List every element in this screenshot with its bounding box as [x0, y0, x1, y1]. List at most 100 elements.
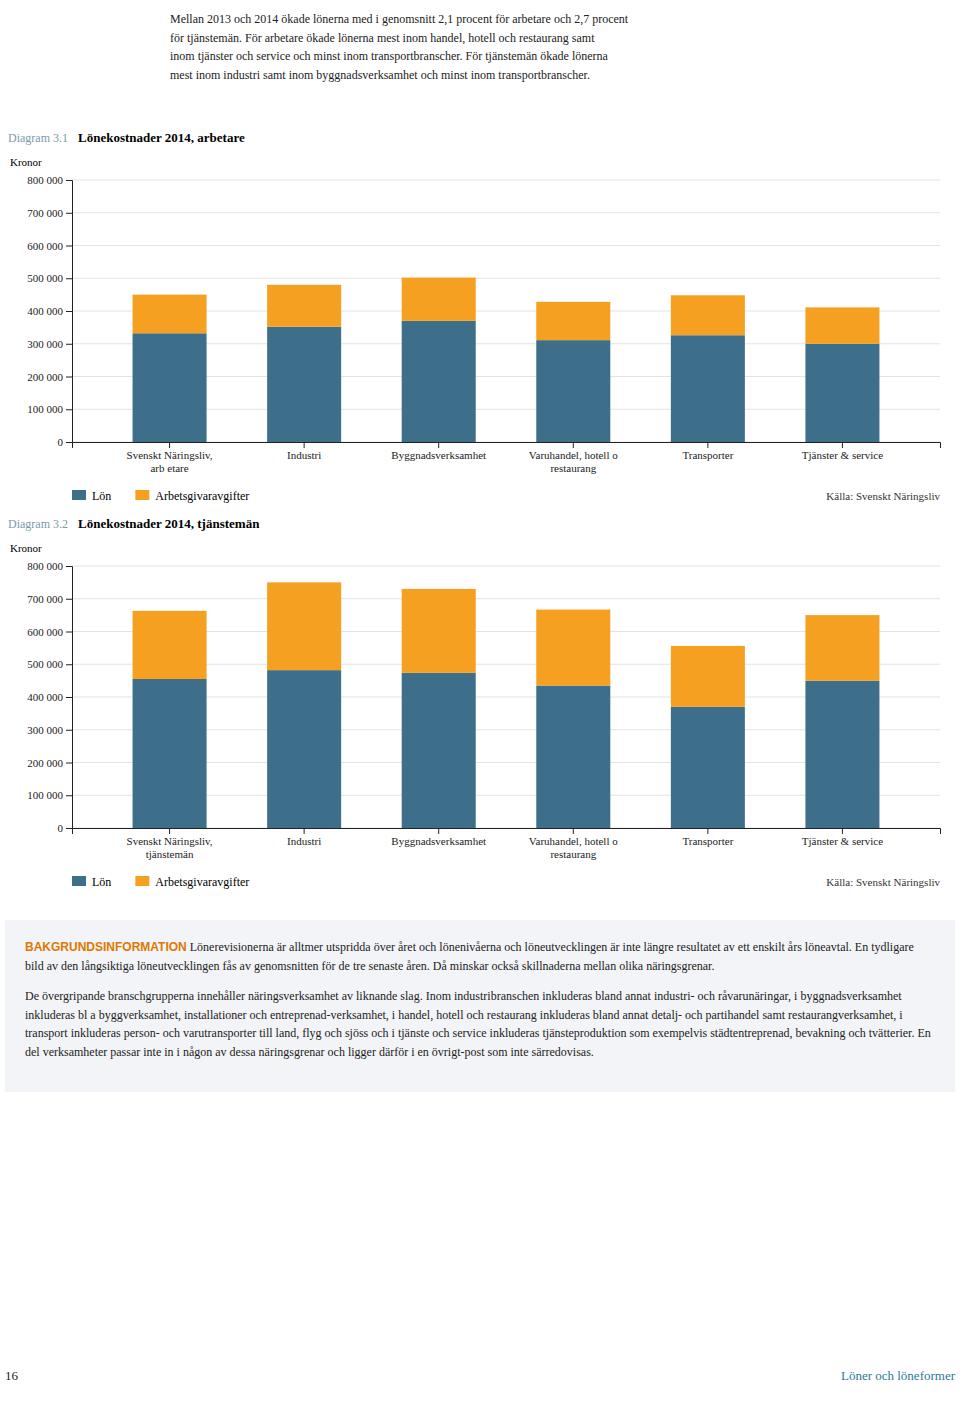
source: Källa: Svenskt Näringsliv [826, 490, 940, 502]
bar [267, 670, 341, 828]
chart: Diagram 3.1Lönekostnader 2014, arbetare0… [0, 122, 960, 514]
y-tick-mark [66, 311, 72, 312]
legend-item: Lön [72, 489, 111, 503]
page-number: 16 [5, 1368, 18, 1384]
grid [72, 566, 940, 828]
x-tick-label-line: Varuhandel, hotell o [529, 449, 618, 461]
y-tick-label: 200 000 [27, 371, 63, 383]
y-tick-label: 700 000 [27, 207, 63, 219]
x-tick-mark [573, 828, 574, 834]
intro-line: Mellan 2013 och 2014 ökade lönerna med i… [170, 10, 940, 29]
legend-label: Arbetsgivaravgifter [155, 875, 249, 889]
x-tick-label: Transporter [682, 449, 733, 461]
x-axis-line [73, 829, 941, 835]
y-tick: 700 000 [27, 593, 72, 605]
legend-label: Arbetsgivaravgifter [155, 489, 249, 503]
y-tick-label: 500 000 [27, 272, 63, 284]
bar [671, 295, 745, 335]
y-tick-mark [66, 763, 72, 764]
x-tick: Transporter [682, 828, 733, 847]
bar [536, 686, 610, 828]
bar [402, 673, 476, 828]
bar [133, 333, 207, 442]
y-tick: 300 000 [27, 338, 72, 350]
x-tick-label-line: Svenskt Näringsliv, [127, 835, 213, 847]
y-axis-label: Kronor [10, 542, 42, 554]
chart-title: Lönekostnader 2014, arbetare [78, 130, 245, 145]
bar [805, 307, 879, 343]
y-axis: 0100 000200 000300 000400 000500 000600 … [27, 174, 72, 448]
y-tick-mark [66, 599, 72, 600]
y-tick: 200 000 [27, 757, 72, 769]
bar [402, 278, 476, 321]
bar [536, 340, 610, 442]
y-tick-mark [66, 442, 72, 443]
bar [402, 589, 476, 673]
intro-line: mest inom industri samt inom byggnadsver… [170, 66, 940, 85]
x-tick-label: Transporter [682, 835, 733, 847]
x-tick-label: Varuhandel, hotell orestaurang [529, 449, 618, 474]
grid-line [72, 278, 940, 279]
legend-item: Arbetsgivaravgifter [135, 489, 249, 503]
diagram-number: Diagram 3.2 [8, 517, 68, 531]
y-tick-label: 300 000 [27, 724, 63, 736]
y-tick: 600 000 [27, 240, 72, 252]
bar [133, 611, 207, 679]
grid-line [72, 598, 940, 599]
y-tick-mark [66, 795, 72, 796]
x-tick-label: Tjänster & service [802, 835, 883, 847]
legend-swatch [135, 876, 149, 886]
y-tick-label: 700 000 [27, 593, 63, 605]
legend-label: Lön [92, 875, 111, 889]
y-tick-mark [66, 344, 72, 345]
x-tick: Svenskt Näringsliv,tjänstemän [127, 828, 213, 860]
bar [805, 615, 879, 681]
x-tick-mark [169, 828, 170, 834]
y-tick: 500 000 [27, 658, 72, 670]
x-tick-mark [304, 828, 305, 834]
bars [133, 278, 880, 442]
y-tick-mark [66, 664, 72, 665]
y-tick-mark [66, 180, 72, 181]
x-tick-mark [707, 442, 708, 448]
y-tick: 100 000 [27, 789, 72, 801]
x-tick-mark [842, 442, 843, 448]
bar [267, 582, 341, 670]
bars [133, 582, 880, 828]
y-tick-mark [66, 632, 72, 633]
bar [805, 344, 879, 442]
x-tick-mark [842, 828, 843, 834]
y-tick: 800 000 [27, 174, 72, 186]
legend-swatch [135, 490, 149, 500]
x-tick: Tjänster & service [802, 828, 883, 847]
y-tick: 200 000 [27, 371, 72, 383]
bar [671, 707, 745, 828]
source: Källa: Svenskt Näringsliv [826, 876, 940, 888]
intro-text: Mellan 2013 och 2014 ökade lönerna med i… [170, 10, 940, 84]
page-footer: 16Löner och löneformer [5, 1368, 955, 1384]
background-text: De övergripande branschgrupperna innehål… [25, 987, 935, 1061]
y-axis-line [66, 181, 73, 443]
x-tick: Industri [287, 442, 321, 461]
y-tick: 400 000 [27, 305, 72, 317]
y-tick: 300 000 [27, 724, 72, 736]
x-tick-label-line: Byggnadsverksamhet [391, 835, 486, 847]
y-axis-line [66, 567, 73, 829]
x-tick: Varuhandel, hotell orestaurang [529, 442, 618, 474]
x-axis: Svenskt Näringsliv,arb etareIndustriBygg… [73, 442, 941, 474]
page: { "intro": [ "Mellan 2013 och 2014 ökade… [0, 0, 960, 1401]
y-tick: 600 000 [27, 626, 72, 638]
x-tick-label-line: Byggnadsverksamhet [391, 449, 486, 461]
x-tick-label-line: Transporter [682, 449, 733, 461]
y-tick-label: 0 [58, 436, 64, 448]
bar-series [133, 321, 880, 442]
x-tick-mark [438, 442, 439, 448]
y-tick-mark [66, 730, 72, 731]
x-tick-label: Tjänster & service [802, 449, 883, 461]
grid-line [72, 212, 940, 213]
legend-item: Lön [72, 875, 111, 889]
x-tick-mark [573, 442, 574, 448]
y-tick-label: 300 000 [27, 338, 63, 350]
y-tick-mark [66, 278, 72, 279]
x-tick-label-line: Tjänster & service [802, 835, 883, 847]
